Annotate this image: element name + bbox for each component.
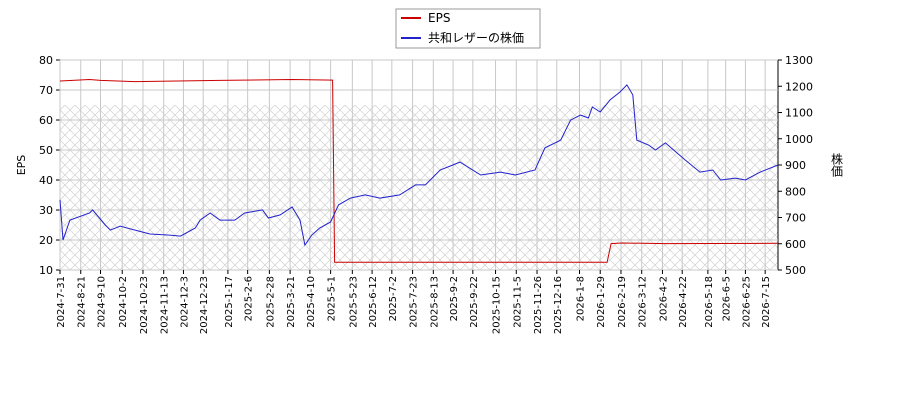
x-tick-label: 2024-10-23 [139,276,150,334]
x-tick-label: 2026-1-8 [575,276,586,321]
y2-tick-label: 700 [785,212,806,225]
y-axis-label: EPS [15,155,28,176]
y2-axis-label: 株価 [830,152,844,177]
legend [395,8,541,49]
y2-tick-label: 900 [785,159,806,172]
y2-tick-label: 1300 [785,54,813,67]
y-tick-label: 40 [39,174,53,187]
y-tick-label: 20 [39,234,53,247]
y-tick-label: 50 [39,144,53,157]
x-tick-label: 2026-4-22 [678,276,689,328]
x-tick-label: 2025-12-16 [553,276,564,334]
x-tick-label: 2024-10-2 [118,276,129,328]
y2-tick-label: 1100 [785,107,813,120]
y2-tick-label: 1200 [785,80,813,93]
x-tick-label: 2025-2-6 [244,276,255,321]
x-tick-label: 2024-7-31 [56,276,67,328]
y-tick-label: 30 [39,204,53,217]
legend-label: 共和レザーの株価 [428,30,524,45]
x-tick-label: 2025-7-2 [388,276,399,321]
legend-label: EPS [428,11,450,25]
x-tick-label: 2026-3-12 [638,276,649,328]
x-tick-label: 2026-1-29 [596,276,607,328]
x-tick-label: 2026-2-19 [617,276,628,328]
x-tick-label: 2025-5-1 [327,276,338,321]
y-tick-label: 10 [39,264,53,277]
x-tick-label: 2025-5-23 [348,276,359,328]
x-tick-label: 2024-12-23 [199,276,210,334]
x-tick-label: 2025-1-17 [224,276,235,328]
x-tick-label: 2026-6-5 [722,276,733,321]
x-tick-label: 2024-11-13 [160,276,171,334]
y2-tick-label: 500 [785,264,806,277]
x-tick-label: 2025-4-10 [306,276,317,328]
x-tick-label: 2025-9-22 [469,276,480,328]
y-tick-label: 80 [39,54,53,67]
x-tick-label: 2025-3-21 [286,276,297,328]
x-tick-label: 2024-8-21 [77,276,88,328]
series-line [59,84,779,247]
x-tick-label: 2024-12-3 [179,276,190,328]
x-tick-label: 2025-11-5 [512,276,523,328]
x-tick-label: 2025-6-12 [368,276,379,328]
hatched-area [60,105,778,270]
x-tick-label: 2026-5-18 [704,276,715,328]
x-tick-label: 2024-9-10 [96,276,107,328]
x-tick-label: 2025-8-13 [429,276,440,328]
x-tick-label: 2026-6-25 [741,276,752,328]
series-line [59,78,779,263]
y2-tick-label: 800 [785,185,806,198]
x-tick-label: 2026-7-15 [761,276,772,328]
y2-tick-label: 600 [785,238,806,251]
x-tick-label: 2025-2-28 [265,276,276,328]
x-tick-label: 2025-11-26 [533,276,544,334]
x-tick-label: 2025-10-15 [492,276,503,334]
x-tick-label: 2025-7-23 [409,276,420,328]
y2-tick-label: 1000 [785,133,813,146]
x-tick-label: 2025-9-2 [449,276,460,321]
y-tick-label: 60 [39,114,53,127]
y-tick-label: 70 [39,84,53,97]
x-tick-label: 2026-4-2 [658,276,669,321]
